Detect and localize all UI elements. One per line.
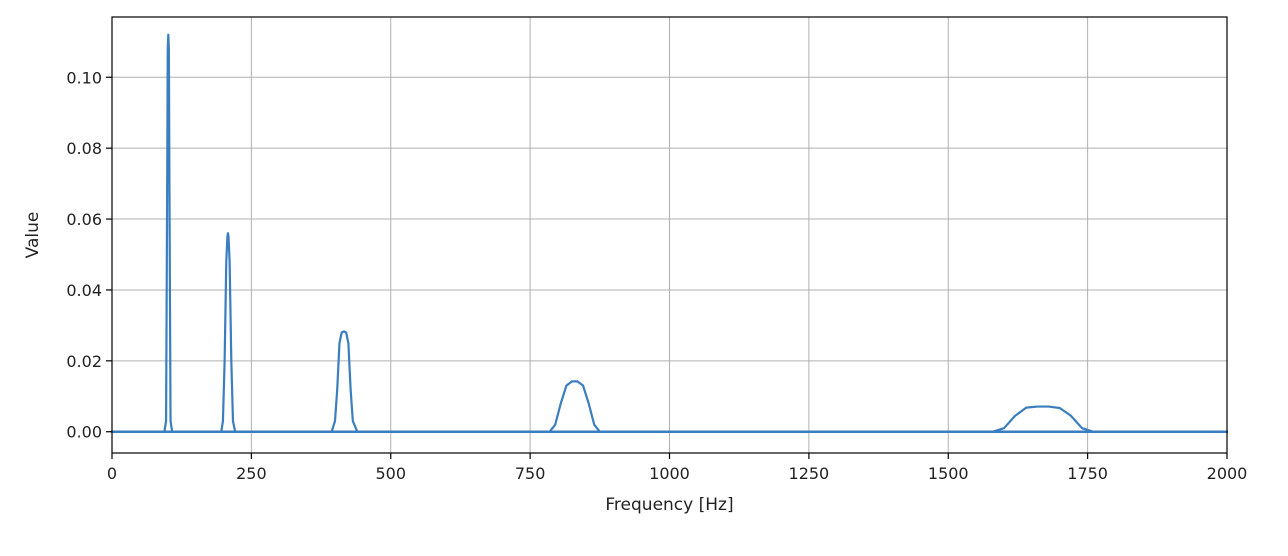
y-tick-label: 0.06 [66, 210, 102, 229]
x-tick-label: 2000 [1207, 464, 1248, 483]
x-tick-label: 750 [515, 464, 546, 483]
y-tick-label: 0.10 [66, 68, 102, 87]
y-axis: 0.00 0.02 0.04 0.06 0.08 0.10 [66, 68, 112, 442]
x-tick-label: 1250 [789, 464, 830, 483]
x-axis: 0 250 500 750 1000 1250 1500 1750 2000 [107, 453, 1247, 483]
y-tick-label: 0.08 [66, 139, 102, 158]
x-axis-label: Frequency [Hz] [605, 495, 733, 515]
series-line-3 [110, 330, 1229, 433]
series-line-2 [110, 232, 1229, 433]
x-tick-label: 1750 [1067, 464, 1108, 483]
x-tick-label: 500 [375, 464, 406, 483]
y-axis-label: Value [23, 212, 43, 259]
series-line-5 [110, 405, 1229, 433]
series-line-4 [110, 380, 1229, 433]
x-tick-label: 1500 [928, 464, 969, 483]
y-tick-label: 0.00 [66, 423, 102, 442]
x-tick-label: 250 [236, 464, 267, 483]
series-layer [110, 33, 1229, 433]
y-tick-label: 0.04 [66, 281, 102, 300]
y-tick-label: 0.02 [66, 352, 102, 371]
x-tick-label: 1000 [649, 464, 690, 483]
grid [111, 17, 1228, 453]
series-line-1 [110, 33, 1229, 433]
x-tick-label: 0 [107, 464, 117, 483]
